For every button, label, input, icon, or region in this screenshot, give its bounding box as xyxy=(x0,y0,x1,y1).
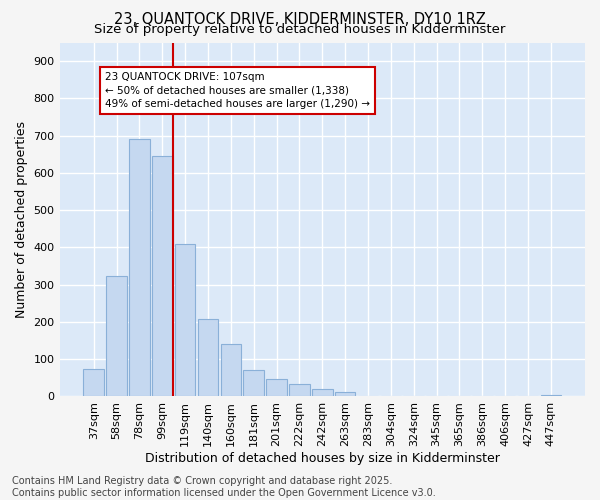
Text: Contains HM Land Registry data © Crown copyright and database right 2025.
Contai: Contains HM Land Registry data © Crown c… xyxy=(12,476,436,498)
Text: 23, QUANTOCK DRIVE, KIDDERMINSTER, DY10 1RZ: 23, QUANTOCK DRIVE, KIDDERMINSTER, DY10 … xyxy=(114,12,486,28)
Bar xyxy=(244,370,264,396)
Bar xyxy=(106,276,127,396)
Text: Size of property relative to detached houses in Kidderminster: Size of property relative to detached ho… xyxy=(94,22,506,36)
Bar xyxy=(198,320,218,396)
Bar xyxy=(221,344,241,397)
Bar xyxy=(175,244,196,396)
Y-axis label: Number of detached properties: Number of detached properties xyxy=(15,121,28,318)
Text: 23 QUANTOCK DRIVE: 107sqm
← 50% of detached houses are smaller (1,338)
49% of se: 23 QUANTOCK DRIVE: 107sqm ← 50% of detac… xyxy=(105,72,370,108)
Bar xyxy=(152,156,173,396)
Bar xyxy=(312,389,332,396)
Bar xyxy=(289,384,310,396)
Bar xyxy=(83,368,104,396)
Bar xyxy=(266,380,287,396)
Bar xyxy=(335,392,355,396)
Bar xyxy=(129,140,150,396)
X-axis label: Distribution of detached houses by size in Kidderminster: Distribution of detached houses by size … xyxy=(145,452,500,465)
